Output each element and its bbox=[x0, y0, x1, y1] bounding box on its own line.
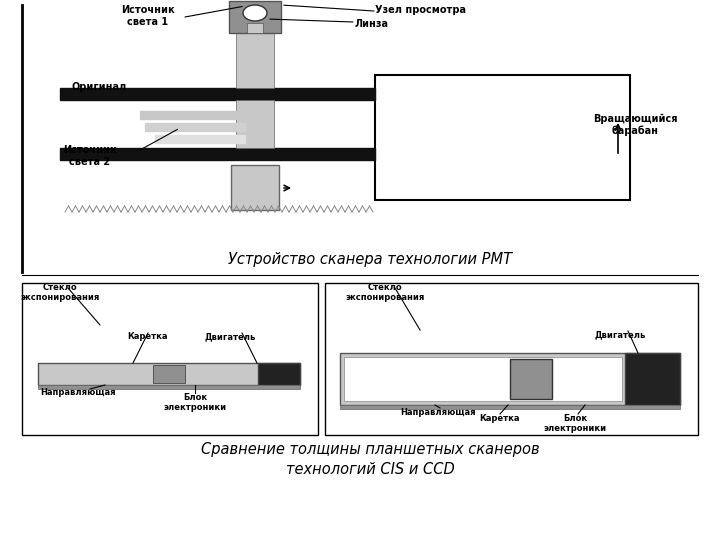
Text: Источник
света 1: Источник света 1 bbox=[121, 5, 175, 26]
Text: Стекло
экспонирования: Стекло экспонирования bbox=[20, 283, 99, 302]
Bar bbox=[60, 148, 375, 160]
Bar bbox=[155, 135, 245, 143]
Text: Сравнение толщины планшетных сканеров
технологий CIS и CCD: Сравнение толщины планшетных сканеров те… bbox=[201, 442, 539, 477]
Bar bbox=[325, 283, 698, 435]
Text: Каретка: Каретка bbox=[480, 414, 521, 423]
Bar bbox=[229, 1, 281, 33]
Text: Узел просмотра: Узел просмотра bbox=[375, 5, 466, 15]
Text: Двигатель: Двигатель bbox=[594, 330, 646, 339]
Bar bbox=[140, 111, 245, 119]
Text: Источник
света 2: Источник света 2 bbox=[63, 145, 117, 167]
Bar bbox=[247, 23, 263, 33]
Text: Направляющая: Направляющая bbox=[400, 408, 476, 417]
Bar bbox=[231, 165, 279, 210]
Text: Направляющая: Направляющая bbox=[40, 388, 116, 397]
Bar bbox=[340, 353, 680, 405]
Text: Стекло
экспонирования: Стекло экспонирования bbox=[346, 283, 425, 302]
Text: Линза: Линза bbox=[355, 19, 389, 29]
Bar bbox=[625, 353, 680, 405]
Bar bbox=[258, 363, 300, 385]
Text: Блок
электроники: Блок электроники bbox=[544, 414, 606, 434]
Bar bbox=[60, 88, 375, 100]
Bar bbox=[510, 359, 552, 399]
Bar bbox=[38, 385, 300, 389]
Bar bbox=[340, 405, 680, 409]
Bar bbox=[236, 33, 274, 88]
Text: Блок
электроники: Блок электроники bbox=[163, 393, 227, 413]
Bar bbox=[375, 75, 630, 200]
Text: Устройство сканера технологии РМТ: Устройство сканера технологии РМТ bbox=[228, 252, 512, 267]
Ellipse shape bbox=[243, 5, 267, 21]
Text: Оригинал: Оригинал bbox=[72, 82, 127, 92]
Bar bbox=[38, 363, 300, 385]
Bar bbox=[236, 100, 274, 148]
Text: Каретка: Каретка bbox=[127, 332, 168, 341]
Bar bbox=[145, 123, 245, 131]
Bar bbox=[22, 283, 318, 435]
Bar bbox=[153, 365, 185, 383]
Text: Вращающийся
барабан: Вращающийся барабан bbox=[593, 114, 678, 136]
Text: Двигатель: Двигатель bbox=[204, 332, 256, 341]
Bar bbox=[344, 357, 622, 401]
